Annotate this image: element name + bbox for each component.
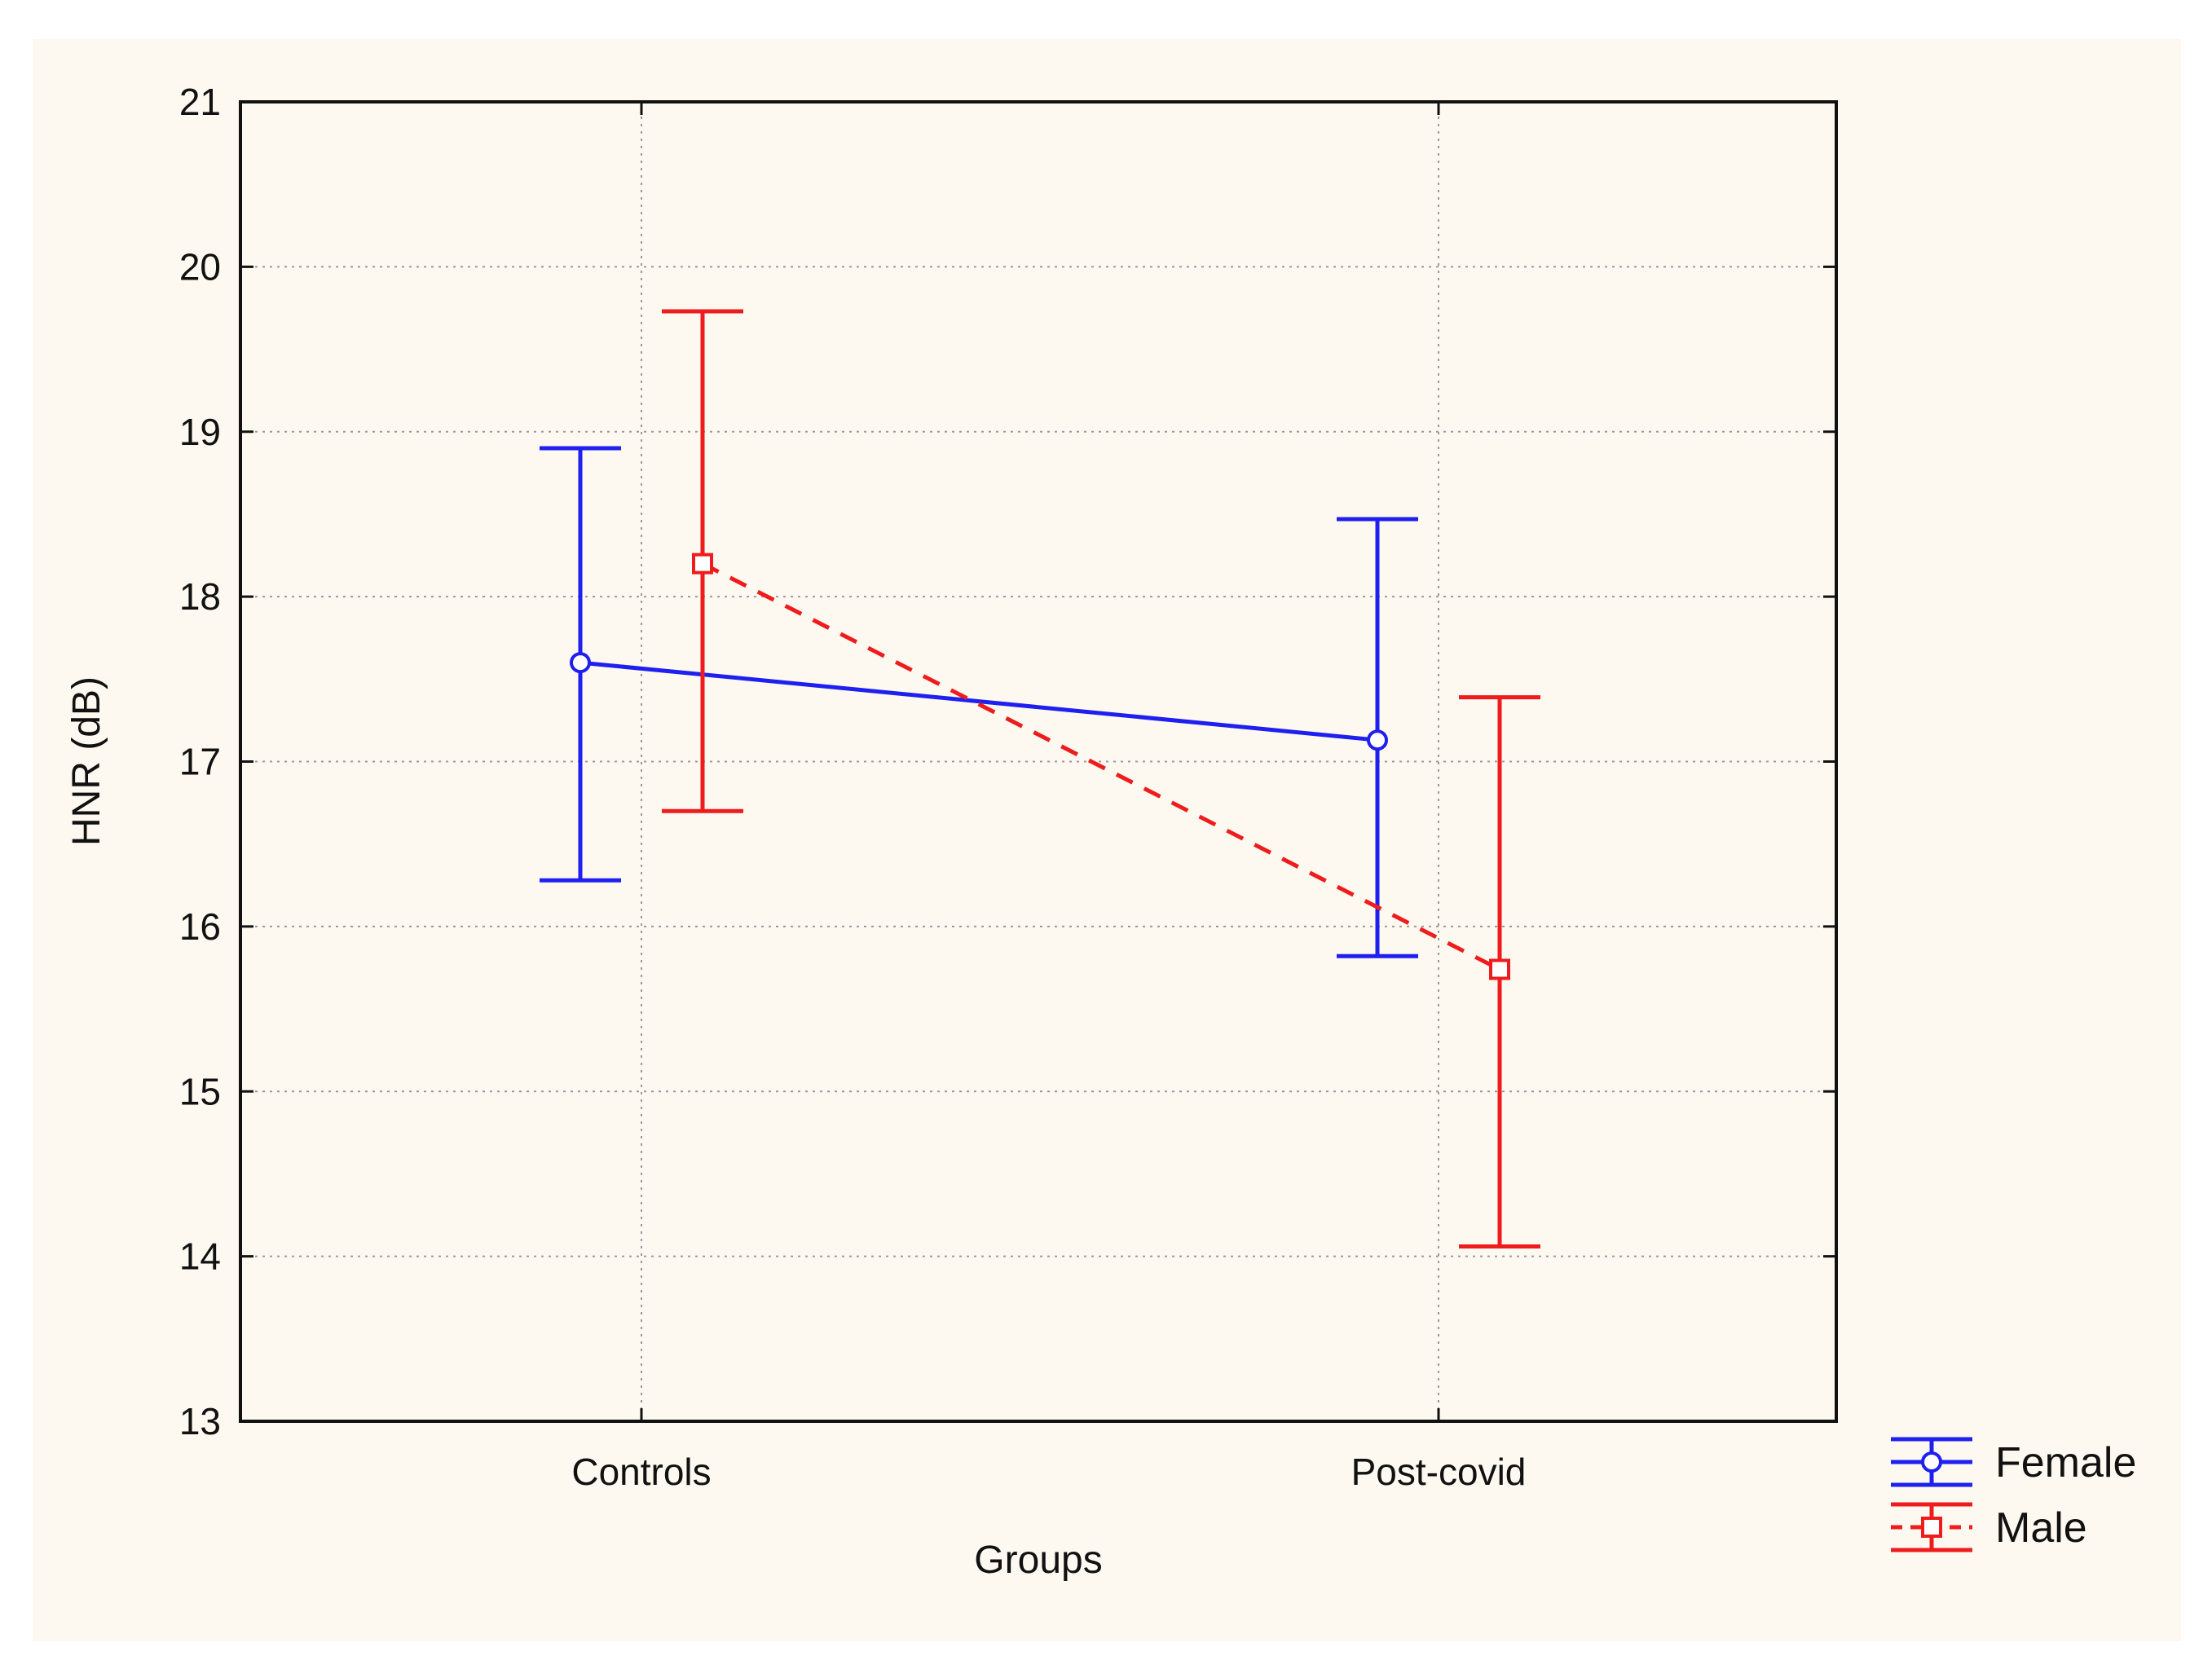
y-tick-label: 20 [179,245,221,288]
series-female [540,446,1418,958]
data-point [570,652,591,674]
y-tick-label: 17 [179,741,221,783]
chart-svg: 13 14 15 16 17 18 19 20 21 Controls Post-covid Gro… [65,81,2136,1582]
axis-ticks: 13 14 15 16 17 18 19 20 21 Controls Post-covid [179,81,1836,1493]
y-tick-label: 15 [179,1070,221,1112]
y-tick-label: 21 [179,81,221,123]
series-line-male [701,561,1501,971]
data-point [1367,729,1388,751]
legend-marker [1921,1451,1942,1473]
plot-frame [239,100,1838,1423]
x-axis-label: Groups [974,1539,1102,1582]
y-tick-label: 19 [179,411,221,453]
y-tick-label: 18 [179,575,221,618]
y-tick-label: 13 [179,1400,221,1442]
legend-marker [1921,1517,1942,1538]
series-line-female [579,660,1378,742]
y-axis-label: HNR (dB) [65,676,108,846]
series [540,309,1540,1248]
y-tick-label: 16 [179,905,221,948]
y-tick-label: 14 [179,1235,221,1278]
legend-item-male: Male [1891,1502,2087,1552]
chart-figure: 13 14 15 16 17 18 19 20 21 Controls Post-covid Gro… [33,39,2181,1641]
grid [240,102,1836,1421]
legend-label: Male [1995,1504,2087,1552]
legend-label: Female [1995,1439,2136,1486]
legend: Female Male [1891,1437,2136,1552]
legend-item-female: Female [1891,1437,2136,1487]
x-tick-label: Controls [571,1451,711,1493]
data-point [1489,958,1510,980]
series-male [662,309,1540,1248]
x-tick-label: Post-covid [1351,1451,1527,1493]
data-point [692,553,713,575]
